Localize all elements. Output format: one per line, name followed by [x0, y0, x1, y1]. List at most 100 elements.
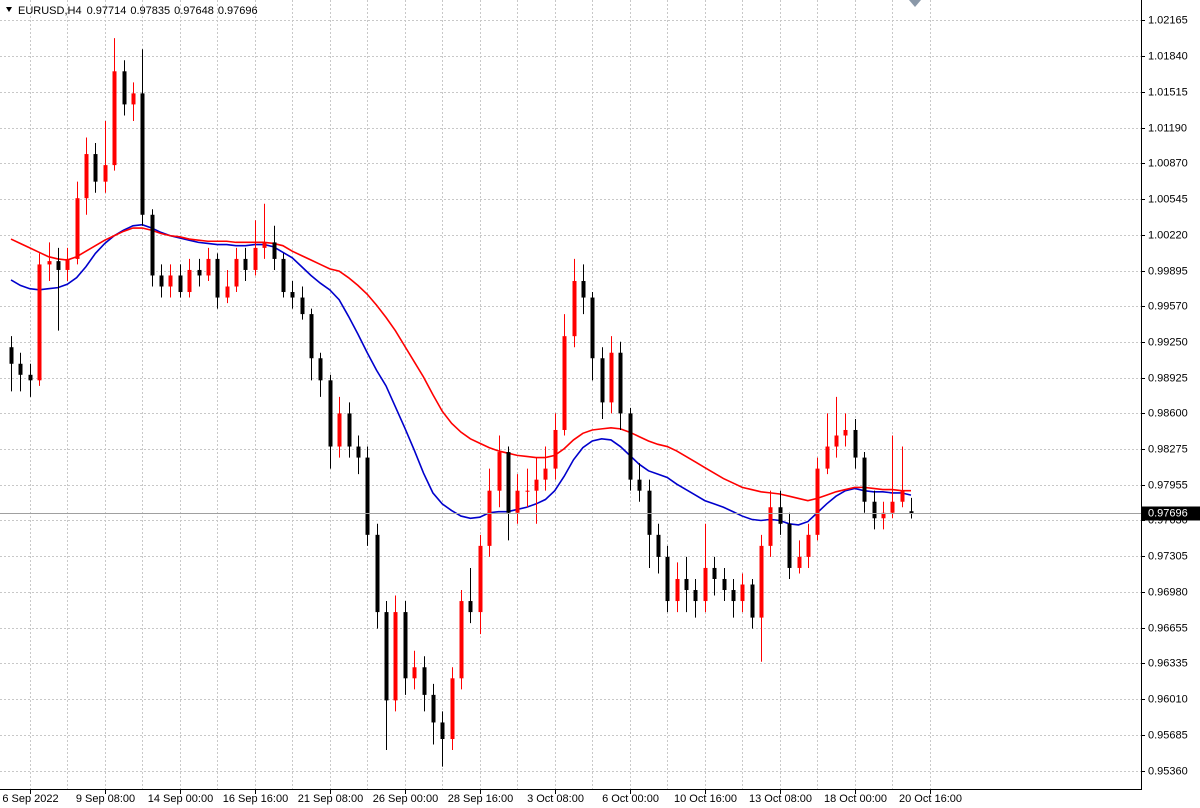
candle-body — [131, 93, 136, 105]
y-tick-label: 0.95685 — [1148, 729, 1188, 741]
candle-body — [18, 363, 23, 375]
candle-body — [450, 678, 455, 740]
x-tick-label: 6 Oct 00:00 — [602, 793, 659, 805]
candle-body — [206, 258, 211, 276]
candle-body — [468, 601, 473, 613]
x-tick-label: 26 Sep 00:00 — [373, 793, 438, 805]
moving-average — [10, 223, 912, 526]
y-tick-label: 1.02165 — [1148, 14, 1188, 26]
candle-body — [759, 545, 764, 618]
candle-body — [581, 280, 586, 298]
candle-body — [628, 413, 633, 480]
candle-body — [356, 446, 361, 458]
candle-body — [675, 578, 680, 602]
candle-body — [328, 380, 333, 447]
y-tick-label: 0.98600 — [1148, 407, 1188, 419]
candle-body — [28, 374, 33, 381]
candle-body — [853, 429, 858, 458]
symbol: EURUSD,H4 — [18, 5, 82, 17]
x-tick-label: 13 Oct 08:00 — [749, 793, 812, 805]
candle-body — [112, 71, 117, 166]
y-tick-label: 1.00220 — [1148, 229, 1188, 241]
price-label-box — [1142, 506, 1200, 521]
high-readout: 0.97835 — [130, 5, 170, 17]
y-tick-label: 0.95360 — [1148, 765, 1188, 777]
candle-body — [93, 154, 98, 182]
candle-body — [572, 280, 577, 337]
candle-body — [825, 446, 830, 469]
candle-body — [647, 490, 652, 535]
y-tick-label: 0.99250 — [1148, 336, 1188, 348]
x-tick-label: 18 Oct 00:00 — [824, 793, 887, 805]
x-tick-label: 20 Oct 16:00 — [899, 793, 962, 805]
y-tick-label: 1.01190 — [1148, 122, 1187, 134]
candle-body — [140, 93, 145, 215]
candle-body — [506, 452, 511, 513]
low-readout: 0.97648 — [174, 5, 214, 17]
candle-body — [375, 534, 380, 613]
menu-arrow[interactable] — [6, 7, 12, 12]
moving-average — [10, 227, 911, 502]
y-tick-label: 0.96980 — [1148, 586, 1188, 598]
y-tick-label: 0.96655 — [1148, 622, 1188, 634]
candle-body — [347, 413, 352, 447]
candle-body — [225, 286, 230, 298]
candle-body — [693, 590, 698, 602]
candle-body — [487, 490, 492, 546]
candle-body — [431, 694, 436, 723]
candle-body — [834, 435, 839, 447]
y-tick-label: 0.98925 — [1148, 372, 1188, 384]
candle-body — [843, 429, 848, 436]
shift-marker[interactable] — [909, 0, 921, 7]
y-tick-label: 0.96335 — [1148, 657, 1188, 669]
candle-body — [881, 512, 886, 519]
y-tick-label: 0.99570 — [1148, 300, 1188, 312]
candle-body — [384, 612, 389, 701]
candle-body — [75, 198, 80, 259]
candle-body — [272, 242, 277, 259]
candle-body — [778, 507, 783, 524]
candle-body — [862, 457, 867, 502]
candle-body — [722, 578, 727, 591]
candle-body — [393, 612, 398, 701]
candle-body — [150, 214, 155, 276]
candle-body — [403, 612, 408, 679]
candle-body — [562, 336, 567, 430]
candle-body — [684, 578, 689, 591]
candle-body — [665, 556, 670, 602]
candle-body — [618, 352, 623, 414]
y-tick-label: 1.00870 — [1148, 157, 1188, 169]
candle-body — [890, 501, 895, 513]
candle-body — [215, 258, 220, 298]
candle-body — [234, 258, 239, 287]
x-tick-label: 21 Sep 08:00 — [298, 793, 363, 805]
candle-body — [159, 275, 164, 287]
candle-body — [872, 501, 877, 519]
candle-body — [797, 556, 802, 568]
candle-body — [609, 352, 614, 403]
y-tick-label: 0.97305 — [1148, 550, 1188, 562]
candle-body — [290, 292, 295, 298]
candle-body — [300, 297, 305, 315]
candle-body — [243, 258, 248, 270]
header: EURUSD,H4 0.97714 0.97835 0.97648 0.97696 — [18, 5, 258, 17]
candle-body — [9, 347, 14, 364]
x-tick-label: 14 Sep 00:00 — [148, 793, 213, 805]
close-readout: 0.97696 — [218, 5, 258, 17]
candle-body — [534, 479, 539, 491]
candle-body — [909, 511, 914, 514]
y-tick-label: 0.96010 — [1148, 693, 1188, 705]
candle-body — [459, 601, 464, 679]
candle-body — [768, 507, 773, 546]
x-tick-label: 10 Oct 16:00 — [674, 793, 737, 805]
candle-body — [337, 413, 342, 447]
candle-body — [318, 358, 323, 381]
candle-body — [309, 314, 314, 359]
candle-body — [178, 275, 183, 293]
candle-body — [168, 275, 173, 287]
x-tick-label: 16 Sep 16:00 — [223, 793, 288, 805]
candle-body — [103, 165, 108, 182]
